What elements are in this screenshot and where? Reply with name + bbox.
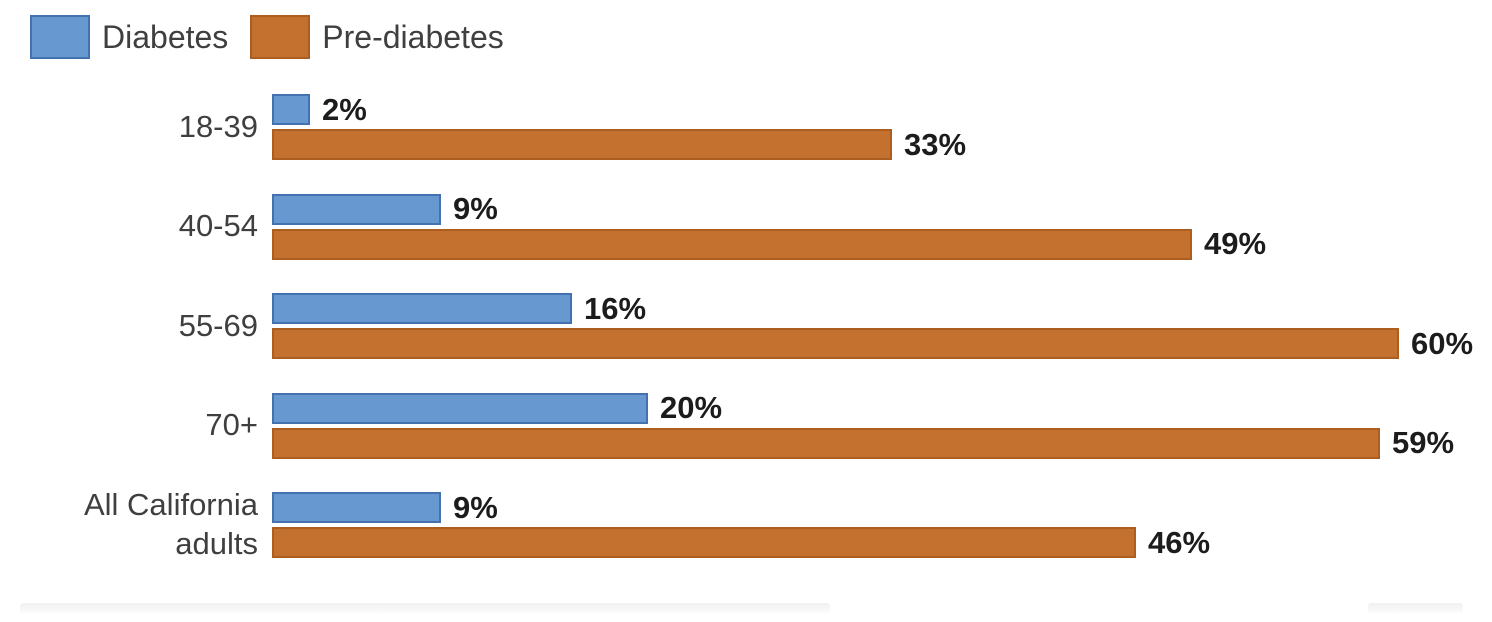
legend: Diabetes Pre-diabetes — [30, 15, 504, 59]
value-label: 33% — [904, 126, 967, 162]
value-label: 16% — [584, 290, 647, 326]
bar-pre-diabetes — [272, 527, 1136, 558]
value-label: 46% — [1148, 524, 1211, 560]
legend-swatch-diabetes-icon — [30, 15, 90, 59]
value-label: 20% — [660, 390, 723, 425]
value-label: 59% — [1392, 425, 1455, 460]
category-label: 55-69 — [178, 307, 258, 343]
bar-diabetes — [272, 193, 441, 225]
value-label: 60% — [1411, 325, 1474, 361]
legend-item-pre-diabetes: Pre-diabetes — [250, 15, 504, 59]
value-label: 2% — [322, 91, 367, 127]
legend-item-diabetes: Diabetes — [30, 15, 228, 59]
bar-pre-diabetes — [272, 328, 1399, 359]
value-label: 9% — [453, 191, 498, 226]
bar-pre-diabetes — [272, 129, 892, 160]
bar-pre-diabetes — [272, 228, 1192, 260]
value-label: 49% — [1204, 226, 1267, 261]
bar-diabetes — [272, 492, 441, 523]
category-label: 18-39 — [178, 108, 258, 144]
cropped-caption-remnant — [20, 603, 830, 613]
legend-label-pre-diabetes: Pre-diabetes — [322, 18, 504, 55]
category-label: All California adults — [83, 487, 258, 561]
category-label: 70+ — [205, 407, 258, 443]
legend-label-diabetes: Diabetes — [102, 18, 229, 55]
bar-diabetes — [272, 293, 572, 324]
bar-diabetes — [272, 94, 310, 125]
value-label: 9% — [453, 489, 498, 525]
category-label: 40-54 — [178, 208, 258, 244]
bar-pre-diabetes — [272, 427, 1380, 459]
legend-swatch-pre-diabetes-icon — [250, 15, 311, 59]
bar-diabetes — [272, 392, 648, 424]
cropped-caption-remnant-right — [1368, 603, 1463, 613]
